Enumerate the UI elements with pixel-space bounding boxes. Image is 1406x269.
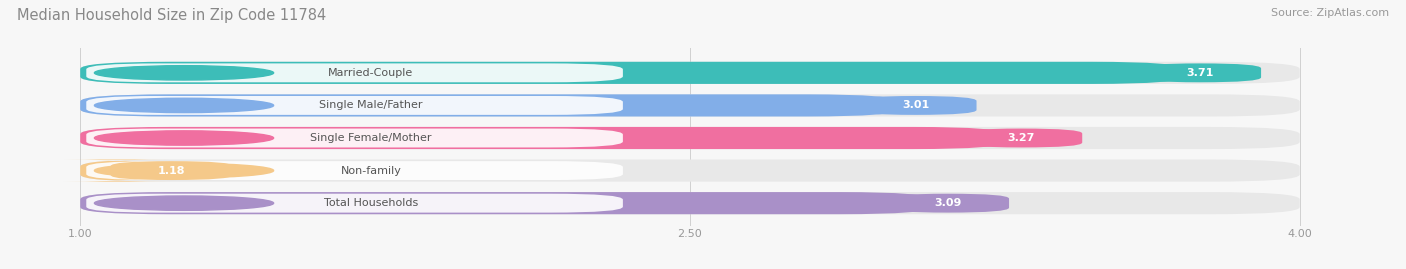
Text: 3.09: 3.09 (935, 198, 962, 208)
FancyBboxPatch shape (887, 194, 1010, 213)
FancyBboxPatch shape (855, 96, 977, 115)
Text: Total Households: Total Households (323, 198, 418, 208)
FancyBboxPatch shape (86, 129, 623, 147)
Text: 3.27: 3.27 (1008, 133, 1035, 143)
Text: Source: ZipAtlas.com: Source: ZipAtlas.com (1271, 8, 1389, 18)
Text: 3.01: 3.01 (901, 100, 929, 111)
Circle shape (94, 196, 274, 210)
Text: Single Male/Father: Single Male/Father (319, 100, 423, 111)
Circle shape (94, 131, 274, 145)
FancyBboxPatch shape (86, 96, 623, 115)
Text: Married-Couple: Married-Couple (328, 68, 413, 78)
FancyBboxPatch shape (80, 127, 1299, 149)
Circle shape (94, 98, 274, 113)
FancyBboxPatch shape (80, 192, 1299, 214)
FancyBboxPatch shape (63, 160, 170, 182)
FancyBboxPatch shape (111, 161, 232, 180)
FancyBboxPatch shape (960, 129, 1083, 147)
FancyBboxPatch shape (80, 62, 1299, 84)
Text: Median Household Size in Zip Code 11784: Median Household Size in Zip Code 11784 (17, 8, 326, 23)
FancyBboxPatch shape (80, 94, 1299, 116)
Circle shape (94, 163, 274, 178)
FancyBboxPatch shape (1139, 63, 1261, 82)
FancyBboxPatch shape (80, 160, 1299, 182)
Circle shape (94, 66, 274, 80)
Text: 3.71: 3.71 (1187, 68, 1213, 78)
FancyBboxPatch shape (80, 127, 1002, 149)
FancyBboxPatch shape (86, 63, 623, 82)
Text: Non-family: Non-family (340, 166, 401, 176)
FancyBboxPatch shape (80, 192, 929, 214)
FancyBboxPatch shape (86, 161, 623, 180)
Text: 1.18: 1.18 (157, 166, 186, 176)
FancyBboxPatch shape (80, 62, 1182, 84)
Text: Single Female/Mother: Single Female/Mother (311, 133, 432, 143)
FancyBboxPatch shape (86, 194, 623, 213)
FancyBboxPatch shape (80, 94, 897, 116)
